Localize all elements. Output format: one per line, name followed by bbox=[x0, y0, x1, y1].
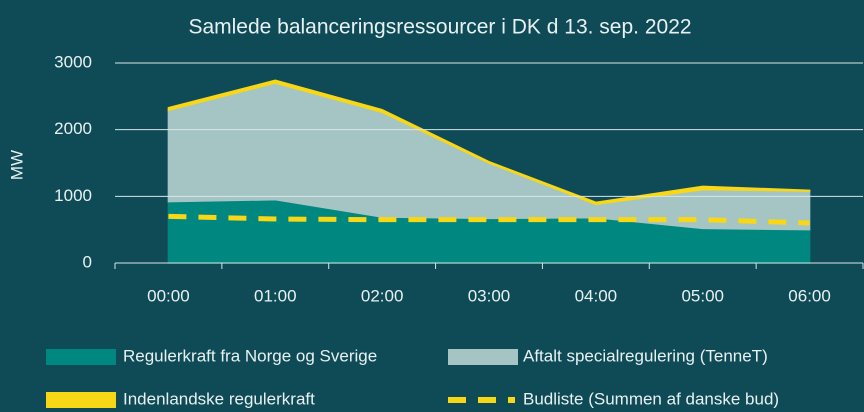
legend-label: Budliste (Summen af danske bud) bbox=[523, 389, 779, 408]
y-axis-label: MW bbox=[7, 150, 26, 180]
area bbox=[167, 79, 811, 206]
chart-title: Samlede balanceringsressourcer i DK d 13… bbox=[188, 16, 691, 39]
legend-label: Regulerkraft fra Norge og Sverige bbox=[123, 346, 377, 365]
x-tick-label: 06:00 bbox=[788, 286, 831, 305]
legend-swatch bbox=[448, 349, 518, 365]
y-tick-label: 2000 bbox=[54, 119, 92, 138]
x-tick-label: 02:00 bbox=[361, 286, 404, 305]
y-tick-label: 0 bbox=[83, 252, 92, 271]
y-tick-label: 3000 bbox=[54, 52, 92, 71]
line bbox=[168, 213, 810, 226]
x-tick-label: 01:00 bbox=[254, 286, 297, 305]
y-tick-label: 1000 bbox=[54, 186, 92, 205]
x-tick-label: 00:00 bbox=[147, 286, 190, 305]
legend-swatch bbox=[46, 392, 116, 408]
x-tick-label: 05:00 bbox=[681, 286, 724, 305]
x-tick-label: 04:00 bbox=[575, 286, 618, 305]
legend-label: Aftalt specialregulering (TenneT) bbox=[523, 346, 768, 365]
x-tick-label: 03:00 bbox=[468, 286, 511, 305]
legend-swatch bbox=[46, 349, 116, 365]
legend-label: Indenlandske regulerkraft bbox=[123, 389, 315, 408]
